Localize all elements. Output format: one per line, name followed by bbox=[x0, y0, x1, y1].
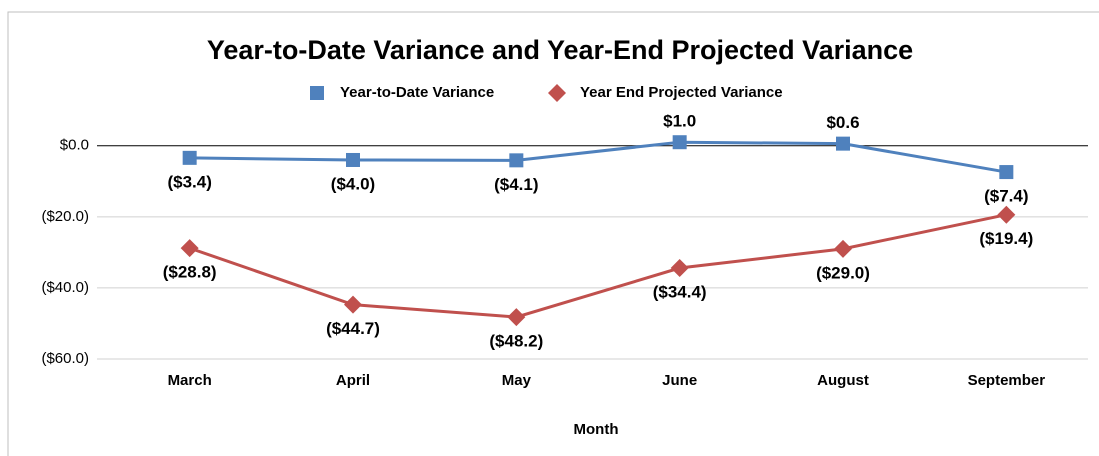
x-tick-label: April bbox=[336, 372, 370, 389]
marker bbox=[997, 205, 1016, 224]
legend-label: Year End Projected Variance bbox=[580, 84, 783, 101]
marker bbox=[999, 165, 1014, 180]
data-label: ($7.4) bbox=[984, 187, 1028, 206]
data-label: $1.0 bbox=[663, 112, 696, 131]
data-label: ($4.1) bbox=[494, 175, 538, 194]
x-tick-label: May bbox=[502, 372, 532, 389]
legend-marker bbox=[310, 86, 324, 100]
data-label: ($44.7) bbox=[326, 319, 380, 338]
data-label: ($48.2) bbox=[489, 332, 543, 351]
data-label: ($29.0) bbox=[816, 263, 870, 282]
marker bbox=[344, 295, 362, 314]
marker bbox=[507, 308, 526, 327]
data-label: ($28.8) bbox=[163, 263, 217, 282]
marker bbox=[346, 152, 360, 167]
y-tick-label: ($40.0) bbox=[41, 279, 89, 296]
marker bbox=[182, 150, 197, 165]
y-tick-label: ($60.0) bbox=[41, 350, 89, 367]
marker bbox=[672, 135, 687, 150]
data-label: ($3.4) bbox=[167, 172, 211, 191]
legend-label: Year-to-Date Variance bbox=[340, 84, 494, 101]
x-tick-label: March bbox=[168, 372, 212, 389]
chart-border bbox=[7, 11, 1099, 456]
marker bbox=[670, 259, 689, 278]
marker bbox=[180, 239, 199, 258]
x-tick-label: August bbox=[817, 372, 869, 389]
x-axis-label: Month bbox=[574, 421, 619, 438]
chart-title: Year-to-Date Variance and Year-End Proje… bbox=[207, 35, 913, 65]
data-label: ($34.4) bbox=[653, 283, 707, 302]
data-label: ($4.0) bbox=[331, 174, 375, 193]
series-line bbox=[189, 140, 1007, 174]
data-label: ($19.4) bbox=[979, 229, 1033, 248]
data-label: $0.6 bbox=[826, 113, 859, 132]
marker bbox=[836, 136, 850, 151]
marker bbox=[834, 239, 852, 258]
y-tick-label: ($20.0) bbox=[41, 208, 89, 225]
marker bbox=[509, 153, 524, 168]
y-tick-label: $0.0 bbox=[60, 137, 89, 154]
x-tick-label: June bbox=[662, 372, 697, 389]
legend-marker bbox=[548, 84, 566, 102]
series-line bbox=[189, 213, 1007, 319]
x-tick-label: September bbox=[968, 372, 1046, 389]
